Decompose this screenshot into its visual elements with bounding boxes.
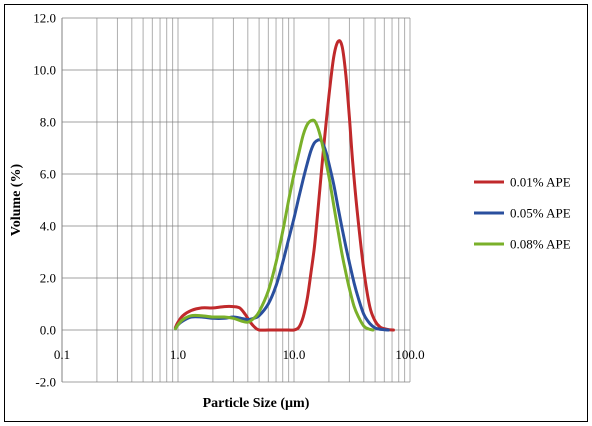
plot-area [62, 18, 410, 382]
y-axis-title: Volume (%) [9, 164, 24, 237]
y-tick-label: 0.0 [40, 323, 56, 338]
legend: 0.01% APE 0.05% APE 0.08% APE [474, 175, 571, 252]
series-line-1 [173, 39, 395, 332]
legend-label-3: 0.08% APE [510, 237, 571, 252]
y-tick-label: 2.0 [40, 271, 56, 286]
y-tick-label: -2.0 [35, 375, 56, 390]
legend-label-1: 0.01% APE [510, 175, 571, 190]
series-line-3 [173, 118, 375, 332]
y-tick-label: 8.0 [40, 115, 56, 130]
series-group [173, 39, 395, 332]
y-tick-label: 6.0 [40, 167, 56, 182]
legend-label-2: 0.05% APE [510, 206, 571, 221]
x-tick-label: 1.0 [170, 347, 186, 362]
x-tick-label: 100.0 [395, 347, 424, 362]
x-axis-title: Particle Size (µm) [203, 396, 310, 411]
x-tick-label: 0.1 [54, 347, 70, 362]
x-tick-label: 10.0 [283, 347, 306, 362]
y-tick-label: 10.0 [33, 63, 56, 78]
y-tick-label: 4.0 [40, 219, 56, 234]
y-tick-label: 12.0 [33, 11, 56, 26]
